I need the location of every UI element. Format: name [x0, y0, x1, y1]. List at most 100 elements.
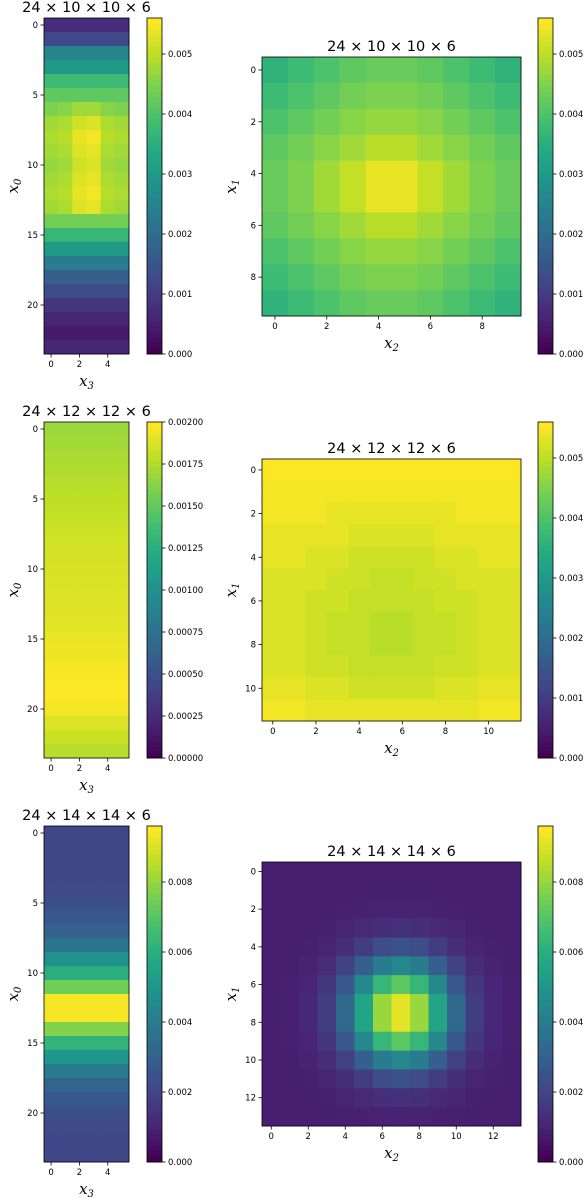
heatmap-cell [114, 1148, 130, 1163]
heatmap-cell [484, 862, 503, 882]
heatmap-cell [326, 699, 349, 722]
colorbar-segment [538, 90, 553, 97]
x-tick-label: 2 [313, 727, 318, 737]
colorbar-segment [147, 573, 162, 580]
heatmap-cell [44, 270, 59, 285]
heatmap-cell [365, 134, 392, 161]
heatmap-cell [44, 604, 59, 619]
heatmap-cell [114, 910, 130, 925]
colorbar-segment [147, 494, 162, 501]
heatmap-cell [456, 502, 479, 525]
colorbar-segment [147, 214, 162, 221]
heatmap-cell [100, 464, 116, 479]
heatmap-cell [114, 340, 130, 355]
heatmap-cell [100, 896, 116, 911]
heatmap-cell [86, 980, 102, 995]
heatmap-cell [86, 646, 102, 661]
heatmap-cell [354, 975, 374, 995]
colorbar-frame [146, 17, 163, 355]
heatmap-cell [72, 1022, 87, 1037]
colorbar-segment [538, 506, 553, 513]
y-tick-label: 10 [245, 1056, 256, 1066]
heatmap-cell [44, 186, 59, 201]
heatmap-cell [443, 264, 470, 291]
heatmap-cell [262, 590, 284, 613]
colorbar-segment [147, 1094, 162, 1101]
heatmap-cell [391, 937, 411, 957]
heatmap-cell [373, 956, 392, 976]
panel-6-xlabel: x2 [384, 1144, 399, 1164]
heatmap-cell [373, 994, 392, 1014]
heatmap-cell [100, 144, 116, 159]
heatmap-cell [100, 840, 116, 855]
colorbar-segment [538, 1089, 553, 1096]
colorbar-segment [147, 483, 162, 490]
colorbar-segment [538, 461, 553, 468]
colorbar-segment [147, 865, 162, 872]
heatmap-cell [44, 576, 59, 591]
heatmap-cell [58, 256, 73, 271]
heatmap-cell [305, 699, 328, 722]
heatmap-cell [317, 937, 337, 957]
heatmap-cell [299, 937, 318, 957]
colorbar-segment [538, 584, 553, 591]
heatmap-cell [114, 200, 130, 215]
heatmap-cell [469, 82, 496, 110]
colorbar-segment [147, 1050, 162, 1057]
heatmap-cell [428, 1107, 448, 1127]
colorbar-segment [538, 118, 553, 125]
heatmap-cell [391, 899, 411, 919]
colorbar-segment [147, 1122, 162, 1129]
colorbar-segment [147, 651, 162, 658]
heatmap-cell [417, 238, 444, 265]
heatmap-cell [58, 450, 73, 465]
colorbar-segment [538, 478, 553, 485]
heatmap-cell [336, 937, 355, 957]
heatmap-cell [417, 290, 444, 317]
y-tick-label: 5 [33, 495, 38, 505]
colorbar-segment [147, 1128, 162, 1135]
colorbar-segment [538, 214, 553, 221]
colorbar-segment [538, 18, 553, 25]
heatmap-cell [86, 702, 102, 717]
heatmap-cell [100, 1064, 116, 1079]
heatmap-cell [410, 956, 429, 976]
x-tick-label: 4 [105, 360, 110, 370]
heatmap-cell [391, 880, 411, 901]
heatmap-cell [72, 214, 87, 229]
heatmap-cell [428, 899, 448, 919]
heatmap-cell [336, 862, 355, 882]
heatmap-cell [72, 604, 87, 619]
heatmap-cell [262, 956, 281, 976]
heatmap-cell [72, 18, 87, 33]
y-tick-label: 5 [33, 91, 38, 101]
heatmap-cell [86, 688, 102, 703]
colorbar-segment [538, 646, 553, 653]
colorbar-segment [147, 921, 162, 928]
colorbar-segment [147, 718, 162, 725]
heatmap-cell [72, 1148, 87, 1163]
heatmap-cell [72, 1120, 87, 1135]
heatmap-cell [72, 826, 87, 841]
heatmap-cell [58, 660, 73, 675]
heatmap-cell [339, 186, 366, 213]
heatmap-cell [365, 212, 392, 239]
colorbar-segment [147, 977, 162, 984]
colorbar-segment [538, 567, 553, 574]
y-tick-label: 8 [251, 1018, 256, 1028]
heatmap-cell [287, 186, 315, 213]
colorbar-segment [147, 646, 162, 653]
heatmap-cell [114, 938, 130, 953]
colorbar-segment [147, 219, 162, 226]
colorbar-segment [147, 606, 162, 613]
heatmap-cell [391, 994, 411, 1014]
panel-1-heatmap [44, 18, 130, 355]
heatmap-cell [354, 880, 374, 901]
heatmap-cell [72, 716, 87, 731]
heatmap-cell [262, 1069, 281, 1089]
heatmap-cell [114, 576, 130, 591]
heatmap-cell [434, 699, 457, 722]
y-tick-label: 0 [33, 425, 38, 435]
heatmap-cell [391, 633, 414, 656]
heatmap-cell [114, 256, 130, 271]
